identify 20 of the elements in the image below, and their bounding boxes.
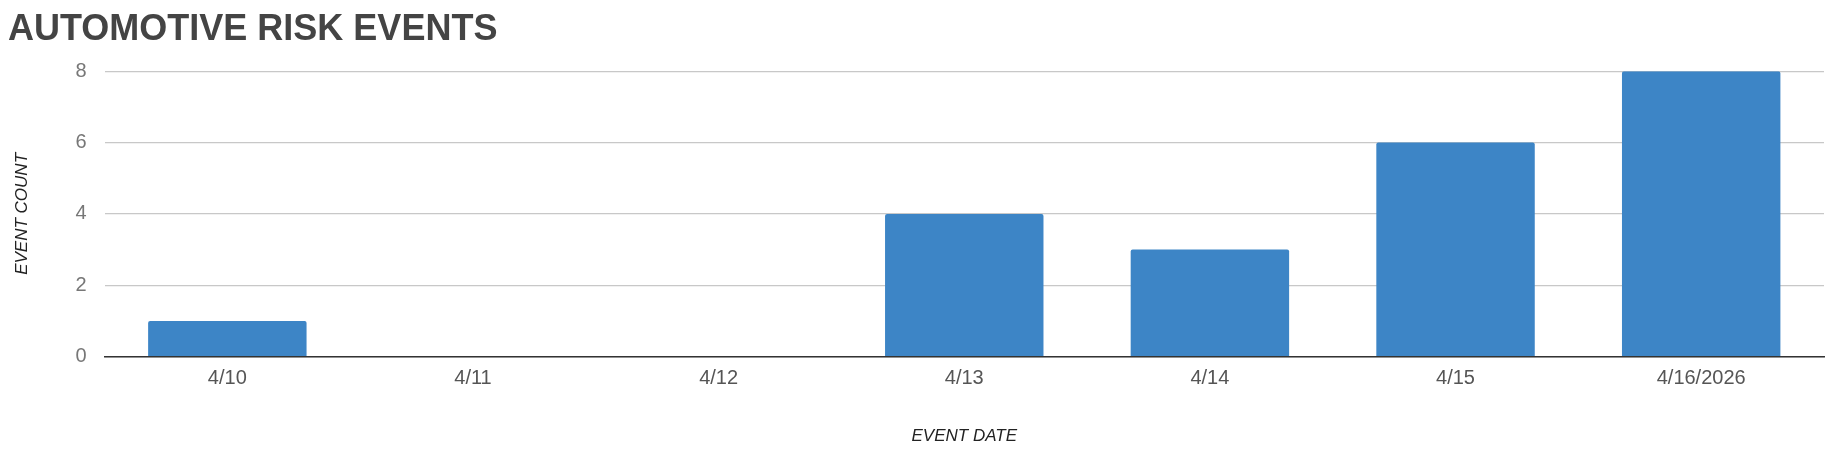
y-tick-label: 8 [75,58,87,81]
bar [1130,249,1290,356]
x-axis-title: EVENT DATE [911,425,1018,445]
x-tick-label: 4/16/2026 [1656,366,1746,389]
x-tick-label: 4/13 [944,366,984,389]
y-tick-label: 2 [75,272,87,295]
y-axis-title: EVENT COUNT [11,151,31,275]
bar [1621,71,1781,356]
chart-title: AUTOMOTIVE RISK EVENTS [8,6,498,48]
bar [1376,142,1535,356]
y-tick-label: 6 [75,130,87,153]
x-tick-label: 4/15 [1436,366,1476,389]
x-tick-label: 4/14 [1190,366,1230,389]
y-tick-label: 0 [75,344,87,367]
x-tick-label: 4/10 [207,366,247,389]
x-tick-label: 4/11 [454,366,492,389]
bar [148,320,307,356]
y-tick-label: 4 [75,201,87,224]
x-tick-label: 4/12 [699,366,739,389]
bar [885,213,1044,356]
